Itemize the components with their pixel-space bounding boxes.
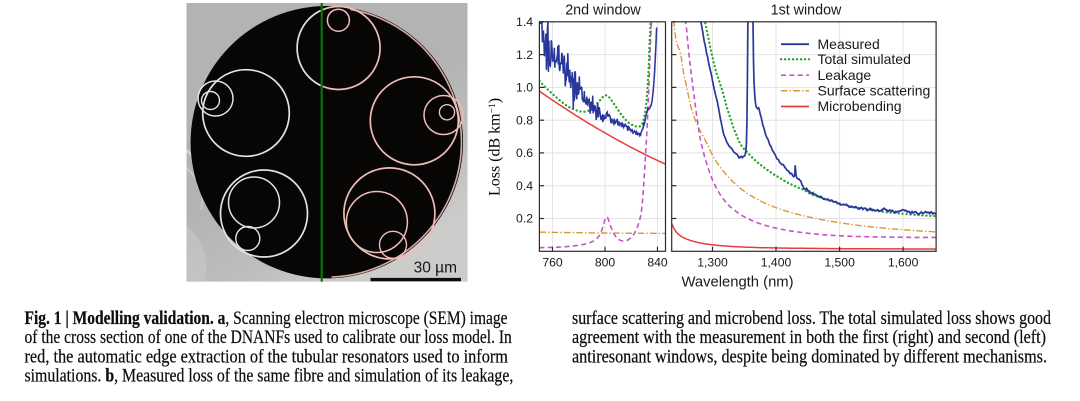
svg-text:1,300: 1,300 [697,256,728,270]
svg-text:800: 800 [595,256,616,270]
svg-text:0.6: 0.6 [516,146,533,160]
svg-text:0.8: 0.8 [516,113,533,127]
svg-text:1,600: 1,600 [888,256,919,270]
svg-text:Surface scattering: Surface scattering [818,82,931,98]
svg-text:840: 840 [647,256,668,270]
svg-text:2nd window: 2nd window [565,3,641,19]
svg-text:Measured: Measured [818,36,880,52]
svg-text:Loss (dB km−1): Loss (dB km−1) [487,98,504,196]
svg-text:0.4: 0.4 [516,179,533,193]
svg-text:Wavelength (nm): Wavelength (nm) [681,275,793,291]
svg-text:agreement with the measurement: agreement with the measurement in both t… [572,327,1046,348]
svg-text:1.0: 1.0 [516,81,533,95]
svg-text:of the cross section of one of: of the cross section of one of the DNANF… [25,327,513,348]
svg-text:Leakage: Leakage [818,67,872,83]
svg-text:simulations. b, Measured loss: simulations. b, Measured loss of the sam… [25,366,514,387]
svg-text:Total simulated: Total simulated [818,51,911,67]
svg-text:760: 760 [542,256,563,270]
svg-text:1.2: 1.2 [516,48,533,62]
svg-text:antiresonant windows, despite: antiresonant windows, despite being domi… [572,346,1047,367]
svg-text:1.4: 1.4 [516,15,533,29]
svg-text:1,500: 1,500 [824,256,855,270]
svg-text:Fig. 1 | Modelling validation.: Fig. 1 | Modelling validation. a, Scanni… [25,308,508,329]
svg-text:1st window: 1st window [771,3,842,19]
svg-text:Microbending: Microbending [818,98,902,114]
svg-text:surface scattering and microbe: surface scattering and microbend loss. T… [572,308,1052,329]
svg-text:30 µm: 30 µm [414,259,457,276]
svg-text:red, the automatic edge extrac: red, the automatic edge extraction of th… [25,346,509,367]
svg-text:1,400: 1,400 [761,256,792,270]
svg-text:0.2: 0.2 [516,212,533,226]
